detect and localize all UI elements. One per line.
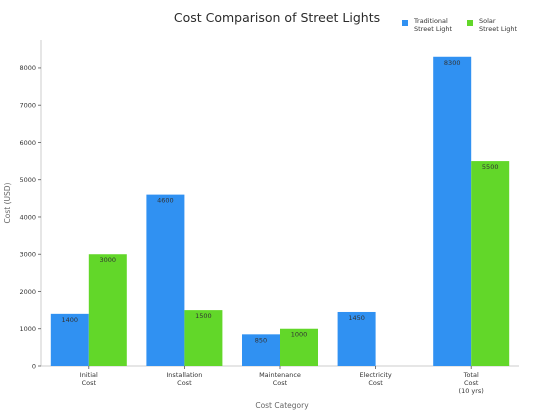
data-label: 1000 [291, 331, 308, 339]
data-label: 1400 [62, 316, 79, 324]
y-tick-label: 4000 [19, 213, 36, 221]
bar-traditional [50, 313, 89, 366]
y-tick-label: 0 [32, 362, 36, 370]
y-tick-label: 3000 [19, 251, 36, 259]
y-tick-label: 7000 [19, 102, 36, 110]
plot-area: 0 1000 2000 3000 4000 5000 6000 7000 8000 1400 300… [19, 40, 519, 395]
x-axis-label: Cost Category [255, 401, 309, 410]
data-label: 850 [255, 336, 267, 344]
y-tick-label: 8000 [19, 64, 36, 72]
data-label: 4600 [157, 197, 174, 205]
data-label: 3000 [100, 256, 117, 264]
legend-swatch [402, 20, 408, 26]
bar-solar [88, 254, 127, 366]
data-label: 1500 [195, 312, 212, 320]
bar-solar [280, 328, 318, 366]
data-label: 1450 [348, 314, 365, 322]
data-label: 8300 [444, 59, 461, 67]
y-axis-label: Cost (USD) [3, 182, 12, 223]
x-tick-label: Maintenance Cost [259, 371, 301, 387]
legend-swatch [467, 20, 473, 26]
y-tick-label: 1000 [19, 325, 36, 333]
legend-label: Traditional Street Light [413, 17, 452, 33]
bar-traditional [242, 334, 280, 366]
bar-solar [471, 161, 510, 366]
x-tick-label: Electricity Cost [359, 371, 391, 387]
bar-traditional [146, 194, 185, 366]
chart-title: Cost Comparison of Street Lights [174, 10, 380, 25]
x-tick-label: Initial Cost [80, 371, 98, 387]
data-label: 5500 [482, 163, 499, 171]
y-tick-label: 2000 [19, 288, 36, 296]
x-tick-label: Total Cost (10 yrs) [459, 371, 484, 395]
y-tick-label: 5000 [19, 176, 36, 184]
bar-traditional [337, 311, 376, 366]
legend: Traditional Street Light Solar Street Light [402, 17, 517, 33]
y-tick-label: 6000 [19, 139, 36, 147]
legend-label: Solar Street Light [479, 17, 517, 33]
bar-traditional [433, 56, 472, 366]
bar-solar [184, 310, 223, 366]
x-tick-label: Installation Cost [166, 371, 202, 387]
